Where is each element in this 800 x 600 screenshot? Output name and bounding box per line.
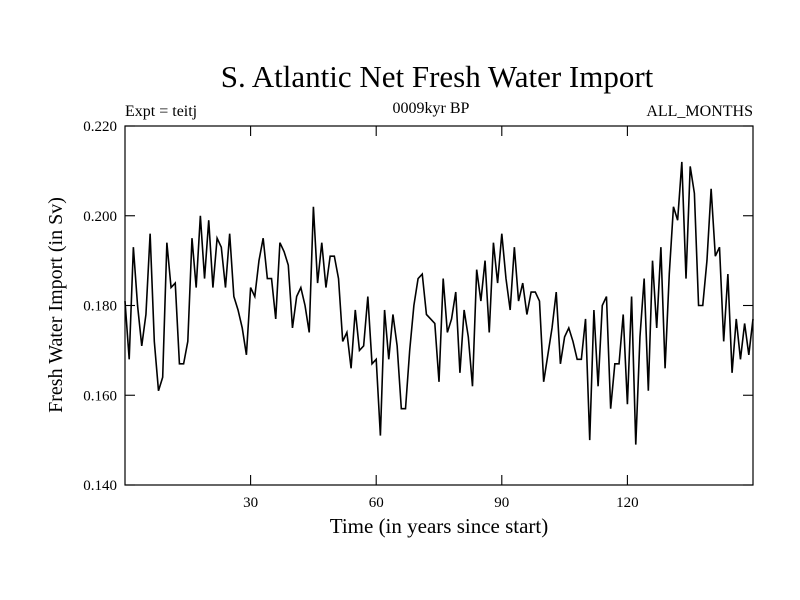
y-tick-label: 0.220 xyxy=(83,119,117,135)
months-label: ALL_MONTHS xyxy=(646,103,753,120)
period-label: 0009kyr BP xyxy=(393,100,470,117)
chart-title: S. Atlantic Net Fresh Water Import xyxy=(221,59,654,94)
axes: 30 60 90 120 0.140 0.160 0.180 0.200 0.220 xyxy=(83,119,754,511)
x-tick-label: 90 xyxy=(494,495,509,511)
y-axis-label: Fresh Water Import (in Sv) xyxy=(45,197,67,413)
x-axis-label: Time (in years since start) xyxy=(330,514,549,538)
y-tick-label: 0.160 xyxy=(83,388,117,404)
x-tick-label: 60 xyxy=(369,495,384,511)
x-tick-label: 120 xyxy=(616,495,639,511)
x-tick-label: 30 xyxy=(243,495,258,511)
series-group xyxy=(124,161,754,445)
experiment-label: Expt = teitj xyxy=(125,103,197,120)
y-tick-label: 0.140 xyxy=(83,478,117,494)
series-line xyxy=(124,161,754,445)
y-tick-label: 0.180 xyxy=(83,299,117,315)
plot-frame xyxy=(124,125,754,486)
y-tick-label: 0.200 xyxy=(83,209,117,225)
